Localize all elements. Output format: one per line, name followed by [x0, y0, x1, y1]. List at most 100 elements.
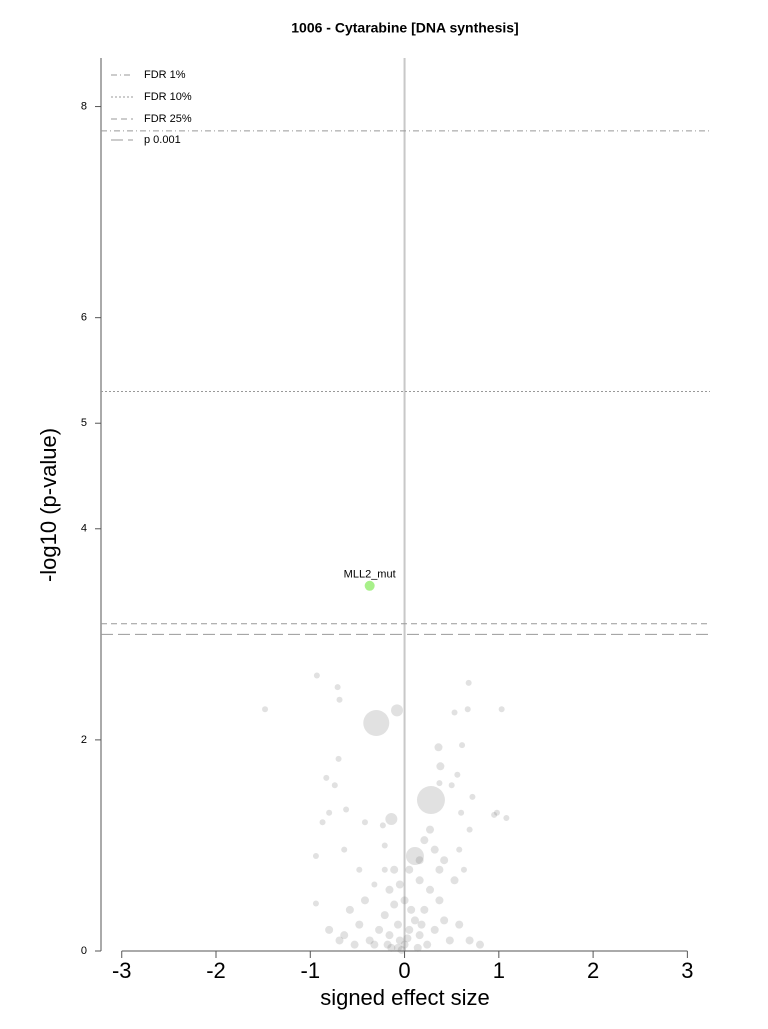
- point: [426, 825, 435, 834]
- point: [415, 876, 424, 885]
- point: [460, 866, 467, 873]
- point: [420, 905, 429, 914]
- point: [355, 920, 364, 929]
- point: [325, 925, 334, 934]
- point: [385, 885, 394, 894]
- point: [370, 940, 379, 949]
- point: [440, 856, 449, 865]
- point: [405, 925, 414, 934]
- point: [407, 905, 416, 914]
- point: [430, 925, 439, 934]
- point: [410, 916, 419, 925]
- point: [451, 709, 458, 716]
- point: [464, 706, 471, 713]
- x-tick-label: 3: [681, 958, 693, 983]
- point: [435, 896, 444, 905]
- point: [423, 940, 432, 949]
- point: [335, 755, 342, 762]
- legend-label: FDR 1%: [144, 69, 186, 81]
- point: [415, 856, 424, 865]
- point: [493, 809, 500, 816]
- x-tick-label: 2: [587, 958, 599, 983]
- point: [340, 931, 349, 940]
- point: [350, 940, 359, 949]
- chart-title: 1006 - Cytarabine [DNA synthesis]: [291, 20, 518, 36]
- point: [454, 771, 461, 778]
- point: [395, 880, 404, 889]
- point: [448, 782, 455, 789]
- x-tick-label: 0: [398, 958, 410, 983]
- point: [450, 876, 459, 885]
- legend-label: FDR 25%: [144, 113, 192, 125]
- point: [336, 696, 343, 703]
- point: [456, 846, 463, 853]
- x-tick-label: 1: [493, 958, 505, 983]
- point: [440, 916, 449, 925]
- legend-label: FDR 10%: [144, 91, 192, 103]
- point: [459, 742, 466, 749]
- point: [436, 780, 443, 787]
- point: [343, 806, 350, 813]
- point: [390, 865, 399, 874]
- point: [364, 580, 375, 591]
- point: [380, 911, 389, 920]
- point: [360, 896, 369, 905]
- point: [393, 920, 402, 929]
- point: [312, 900, 319, 907]
- point: [435, 865, 444, 874]
- x-axis-label: signed effect size: [320, 985, 490, 1010]
- point: [375, 925, 384, 934]
- point: [436, 762, 445, 771]
- point: [469, 793, 476, 800]
- point: [345, 905, 354, 914]
- y-tick-label: 8: [81, 100, 87, 112]
- point: [434, 743, 443, 752]
- legend-label: p 0.001: [144, 134, 181, 146]
- point: [465, 936, 474, 945]
- x-tick-label: -2: [206, 958, 226, 983]
- point: [385, 813, 398, 826]
- y-tick-label: 0: [81, 945, 87, 957]
- point: [498, 706, 505, 713]
- point-label: MLL2_mut: [344, 569, 396, 581]
- point: [503, 815, 510, 821]
- point: [445, 936, 454, 945]
- point: [391, 704, 404, 717]
- point: [455, 920, 464, 929]
- point: [363, 710, 390, 736]
- point: [383, 940, 392, 949]
- point: [385, 931, 394, 940]
- point: [397, 945, 406, 954]
- point: [400, 896, 409, 905]
- point: [416, 786, 445, 815]
- point: [319, 819, 326, 826]
- point: [466, 826, 473, 833]
- point: [361, 819, 368, 826]
- x-tick-label: -1: [301, 958, 321, 983]
- point: [426, 885, 435, 894]
- point: [381, 866, 388, 873]
- point: [326, 809, 333, 816]
- point: [365, 936, 374, 945]
- point: [390, 900, 399, 909]
- point: [379, 822, 386, 829]
- point: [405, 865, 414, 874]
- point: [417, 920, 426, 929]
- y-axis-label: -log10 (p-value): [36, 428, 61, 582]
- point: [341, 846, 348, 853]
- y-tick-label: 4: [81, 523, 87, 535]
- point: [387, 943, 396, 952]
- point: [395, 936, 404, 945]
- point: [430, 845, 439, 854]
- point: [334, 684, 341, 691]
- point: [371, 881, 378, 888]
- point: [262, 706, 269, 713]
- point: [323, 774, 330, 781]
- point: [312, 853, 319, 859]
- y-tick-label: 6: [81, 312, 87, 324]
- y-tick-label: 5: [81, 417, 87, 429]
- point: [331, 782, 338, 789]
- point: [393, 943, 402, 952]
- point: [415, 931, 424, 940]
